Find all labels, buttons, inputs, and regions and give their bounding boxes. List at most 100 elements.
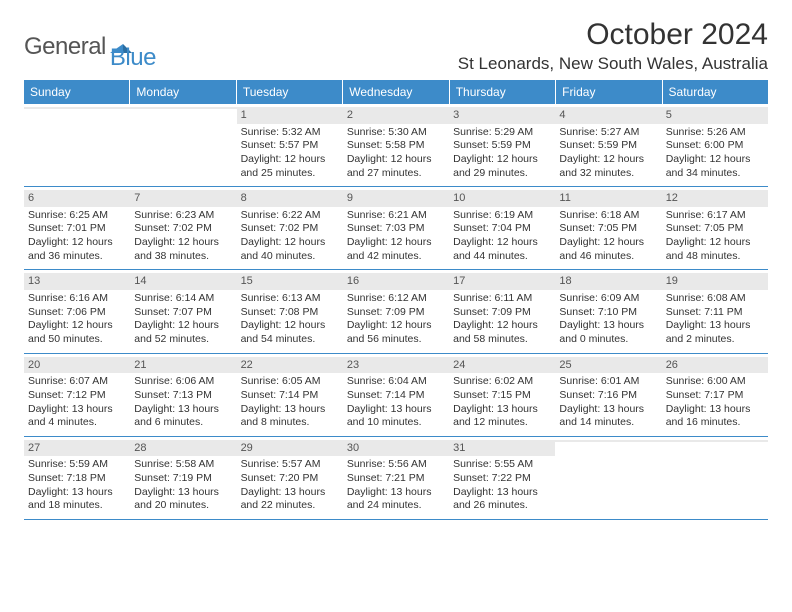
daylight-text: Daylight: 13 hours and 24 minutes.: [347, 486, 445, 513]
daynum-row: 26: [662, 357, 768, 374]
day-cell: 26Sunrise: 6:00 AMSunset: 7:17 PMDayligh…: [662, 354, 768, 436]
day-cell: 29Sunrise: 5:57 AMSunset: 7:20 PMDayligh…: [237, 437, 343, 519]
daynum-row: 16: [343, 273, 449, 290]
sunrise-text: Sunrise: 6:21 AM: [347, 209, 445, 223]
sunset-text: Sunset: 7:10 PM: [559, 306, 657, 320]
sunset-text: Sunset: 7:06 PM: [28, 306, 126, 320]
day-number: 14: [134, 275, 146, 287]
daylight-text: Daylight: 13 hours and 16 minutes.: [666, 403, 764, 430]
day-number: 19: [666, 275, 678, 287]
daynum-row: 22: [237, 357, 343, 374]
day-number: 24: [453, 359, 465, 371]
day-cell: [662, 437, 768, 519]
day-cell: [555, 437, 661, 519]
daynum-row: 6: [24, 190, 130, 207]
daynum-row: 5: [662, 107, 768, 124]
day-cell: 9Sunrise: 6:21 AMSunset: 7:03 PMDaylight…: [343, 187, 449, 269]
daynum-row: 27: [24, 440, 130, 457]
sunset-text: Sunset: 7:05 PM: [666, 222, 764, 236]
sunrise-text: Sunrise: 5:55 AM: [453, 458, 551, 472]
sunrise-text: Sunrise: 5:26 AM: [666, 126, 764, 140]
daylight-text: Daylight: 13 hours and 14 minutes.: [559, 403, 657, 430]
sunset-text: Sunset: 7:08 PM: [241, 306, 339, 320]
sunset-text: Sunset: 5:57 PM: [241, 139, 339, 153]
daynum-row: 9: [343, 190, 449, 207]
day-number: 1: [241, 109, 247, 121]
sunset-text: Sunset: 7:07 PM: [134, 306, 232, 320]
dayhead-saturday: Saturday: [663, 80, 768, 104]
sunrise-text: Sunrise: 6:07 AM: [28, 375, 126, 389]
sunset-text: Sunset: 7:03 PM: [347, 222, 445, 236]
daylight-text: Daylight: 12 hours and 52 minutes.: [134, 319, 232, 346]
day-number: 8: [241, 192, 247, 204]
day-number: 10: [453, 192, 465, 204]
sunrise-text: Sunrise: 6:01 AM: [559, 375, 657, 389]
day-number: 15: [241, 275, 253, 287]
daynum-row: 24: [449, 357, 555, 374]
sunrise-text: Sunrise: 6:13 AM: [241, 292, 339, 306]
dayhead-friday: Friday: [556, 80, 662, 104]
week-row: 20Sunrise: 6:07 AMSunset: 7:12 PMDayligh…: [24, 354, 768, 437]
daynum-row: 7: [130, 190, 236, 207]
sunset-text: Sunset: 7:14 PM: [347, 389, 445, 403]
day-number: 5: [666, 109, 672, 121]
day-number: 22: [241, 359, 253, 371]
sunrise-text: Sunrise: 6:11 AM: [453, 292, 551, 306]
logo-text-general: General: [24, 33, 106, 61]
sunset-text: Sunset: 7:11 PM: [666, 306, 764, 320]
sunrise-text: Sunrise: 6:19 AM: [453, 209, 551, 223]
day-cell: 28Sunrise: 5:58 AMSunset: 7:19 PMDayligh…: [130, 437, 236, 519]
day-cell: 2Sunrise: 5:30 AMSunset: 5:58 PMDaylight…: [343, 104, 449, 186]
daynum-row: 23: [343, 357, 449, 374]
daynum-row: 29: [237, 440, 343, 457]
daylight-text: Daylight: 13 hours and 10 minutes.: [347, 403, 445, 430]
daynum-row: 2: [343, 107, 449, 124]
day-number: 20: [28, 359, 40, 371]
daynum-row: [24, 107, 130, 109]
daynum-row: 1: [237, 107, 343, 124]
dayhead-wednesday: Wednesday: [343, 80, 449, 104]
daylight-text: Daylight: 12 hours and 44 minutes.: [453, 236, 551, 263]
day-cell: 14Sunrise: 6:14 AMSunset: 7:07 PMDayligh…: [130, 270, 236, 352]
daynum-row: 31: [449, 440, 555, 457]
week-row: 1Sunrise: 5:32 AMSunset: 5:57 PMDaylight…: [24, 104, 768, 187]
day-cell: 23Sunrise: 6:04 AMSunset: 7:14 PMDayligh…: [343, 354, 449, 436]
day-number: 30: [347, 442, 359, 454]
sunset-text: Sunset: 7:01 PM: [28, 222, 126, 236]
daylight-text: Daylight: 12 hours and 48 minutes.: [666, 236, 764, 263]
day-number: 4: [559, 109, 565, 121]
daylight-text: Daylight: 13 hours and 2 minutes.: [666, 319, 764, 346]
daylight-text: Daylight: 13 hours and 8 minutes.: [241, 403, 339, 430]
day-number: 26: [666, 359, 678, 371]
day-number: 28: [134, 442, 146, 454]
day-cell: 5Sunrise: 5:26 AMSunset: 6:00 PMDaylight…: [662, 104, 768, 186]
month-title: October 2024: [458, 18, 768, 52]
sunset-text: Sunset: 7:05 PM: [559, 222, 657, 236]
day-cell: 12Sunrise: 6:17 AMSunset: 7:05 PMDayligh…: [662, 187, 768, 269]
title-block: October 2024 St Leonards, New South Wale…: [458, 18, 768, 74]
sunrise-text: Sunrise: 5:56 AM: [347, 458, 445, 472]
day-cell: 7Sunrise: 6:23 AMSunset: 7:02 PMDaylight…: [130, 187, 236, 269]
daylight-text: Daylight: 12 hours and 27 minutes.: [347, 153, 445, 180]
sunrise-text: Sunrise: 5:59 AM: [28, 458, 126, 472]
sunset-text: Sunset: 5:58 PM: [347, 139, 445, 153]
day-number: 29: [241, 442, 253, 454]
daynum-row: 18: [555, 273, 661, 290]
daynum-row: 20: [24, 357, 130, 374]
sunset-text: Sunset: 7:04 PM: [453, 222, 551, 236]
daynum-row: 8: [237, 190, 343, 207]
dayhead-tuesday: Tuesday: [237, 80, 343, 104]
sunrise-text: Sunrise: 5:57 AM: [241, 458, 339, 472]
daynum-row: 3: [449, 107, 555, 124]
sunrise-text: Sunrise: 5:58 AM: [134, 458, 232, 472]
sunrise-text: Sunrise: 6:08 AM: [666, 292, 764, 306]
daynum-row: 17: [449, 273, 555, 290]
sunset-text: Sunset: 7:22 PM: [453, 472, 551, 486]
day-header-row: Sunday Monday Tuesday Wednesday Thursday…: [24, 80, 768, 104]
sunset-text: Sunset: 7:09 PM: [453, 306, 551, 320]
daynum-row: [555, 440, 661, 442]
week-row: 13Sunrise: 6:16 AMSunset: 7:06 PMDayligh…: [24, 270, 768, 353]
day-cell: 11Sunrise: 6:18 AMSunset: 7:05 PMDayligh…: [555, 187, 661, 269]
daynum-row: 19: [662, 273, 768, 290]
day-cell: 15Sunrise: 6:13 AMSunset: 7:08 PMDayligh…: [237, 270, 343, 352]
